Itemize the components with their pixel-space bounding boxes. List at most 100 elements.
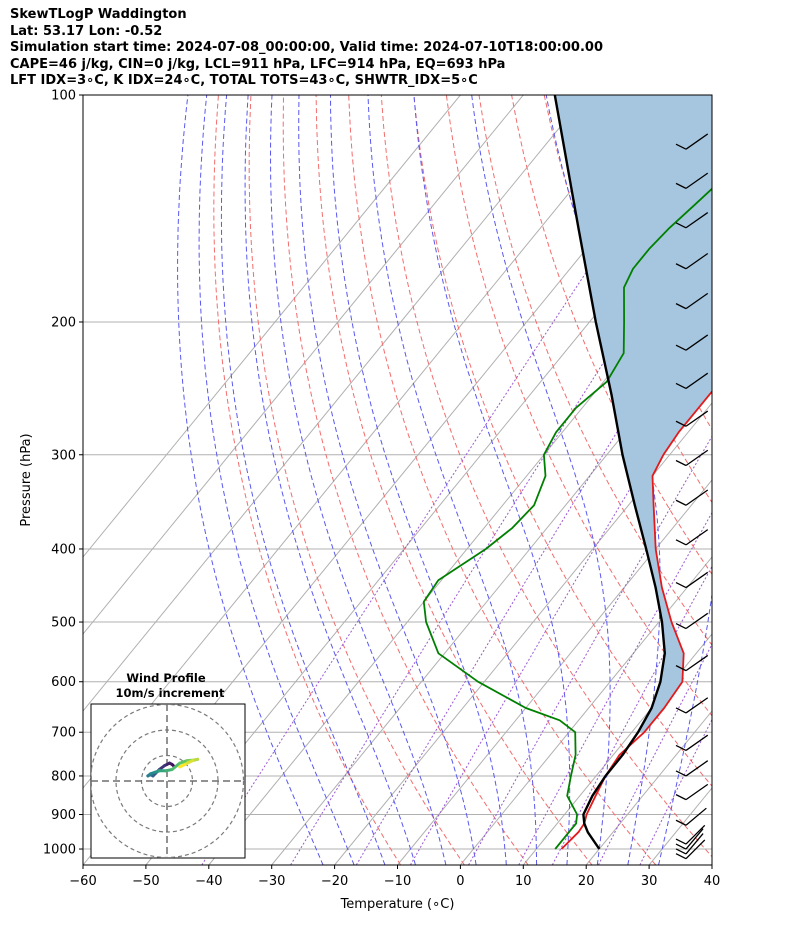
dry-adiabat-line (248, 95, 465, 865)
y-tick-label: 500 (51, 616, 76, 631)
dry-adiabat-line (315, 95, 593, 865)
dry-adiabat-line (282, 95, 529, 865)
moist-adiabat-line (413, 95, 571, 865)
wind-barb-flag (675, 819, 687, 826)
wind-barb-flag (675, 420, 687, 427)
isotherm-line (271, 325, 712, 865)
mixing-ratio-line (468, 435, 712, 865)
wind-barb (685, 760, 709, 777)
wind-barb (685, 449, 709, 467)
moist-adiabat-line (177, 95, 324, 865)
title-cape: CAPE=46 j/kg, CIN=0 j/kg, LCL=911 hPa, L… (10, 56, 506, 72)
moist-adiabat-line (330, 95, 507, 865)
wind-barb-flag (675, 382, 687, 390)
wind-barb (685, 783, 709, 801)
moist-adiabat-line (298, 95, 477, 865)
x-axis-label: Temperature (∘C) (340, 897, 455, 912)
dry-adiabat-line (380, 95, 712, 858)
isotherm-line (460, 556, 712, 865)
x-tick-label: 40 (704, 874, 721, 889)
x-tick-label: 10 (515, 874, 532, 889)
y-tick-label: 900 (51, 808, 76, 823)
mixing-ratio-line (551, 565, 712, 865)
hodograph-content (91, 704, 245, 858)
wind-barb (685, 654, 709, 672)
dewpoint-line (422, 187, 712, 850)
isotherm-line (397, 479, 712, 865)
wind-barb (685, 807, 707, 826)
x-tick-label: 20 (578, 874, 595, 889)
moist-adiabat-line (269, 95, 447, 865)
moist-adiabat-line (198, 95, 355, 865)
title-indices: LFT IDX=3∘C, K IDX=24∘C, TOTAL TOTS=43∘C… (10, 73, 478, 88)
dry-adiabat-line (772, 95, 794, 865)
x-tick-label: 0 (456, 874, 464, 889)
wind-barb-flag (675, 143, 687, 150)
y-tick-label: 600 (51, 675, 76, 690)
moist-adiabat-line (244, 95, 416, 865)
wind-barb-flag (675, 843, 687, 850)
chart-title-block: SkewTLogP Waddington Lat: 53.17 Lon: -0.… (10, 7, 603, 90)
isotherm-line (585, 710, 712, 865)
hodograph-segment (170, 761, 182, 772)
wind-barb (685, 612, 709, 630)
inset-subtitle: 10m/s increment (116, 686, 225, 700)
isotherm-line (83, 95, 587, 712)
x-tick-label: −60 (69, 874, 96, 889)
title-station: SkewTLogP Waddington (10, 7, 187, 22)
title-times: Simulation start time: 2024-07-08_00:00:… (10, 40, 603, 55)
wind-barb (685, 410, 709, 427)
mixing-ratio-line (518, 511, 712, 865)
y-tick-label: 300 (51, 448, 76, 463)
dry-adiabat-line (706, 95, 712, 110)
isotherm-line (208, 248, 712, 865)
wind-barb-flag (675, 838, 687, 845)
wind-barb-flag (675, 707, 687, 714)
wind-barb-flag (675, 794, 687, 801)
x-tick-label: −10 (384, 874, 411, 889)
wind-barb-flag (675, 222, 687, 229)
wind-barb-flag (675, 770, 687, 777)
isotherm-line (522, 633, 712, 865)
hodograph-segment (178, 762, 187, 769)
cape-area (554, 95, 712, 733)
y-tick-label: 800 (51, 769, 76, 784)
wind-barb (685, 571, 709, 589)
wind-barb-flag (675, 263, 687, 270)
wind-barb-flag (675, 622, 687, 630)
dry-adiabat-line (740, 95, 794, 865)
wind-barb (685, 334, 709, 351)
isotherm-line (83, 95, 524, 635)
y-axis-label: Pressure (hPa) (19, 433, 34, 526)
wind-barb-flag (675, 303, 687, 310)
isotherm-line (83, 95, 461, 558)
wind-barb (685, 828, 704, 850)
wind-barb-flag (675, 539, 687, 546)
wind-barb (685, 172, 709, 189)
wind-barb-flag (675, 581, 687, 589)
x-tick-label: −20 (321, 874, 348, 889)
wind-barb-flag (675, 744, 687, 752)
inset-title: Wind Profile (126, 671, 206, 685)
x-tick-label: 30 (641, 874, 658, 889)
y-tick-label: 700 (51, 726, 76, 741)
wind-barb (685, 372, 709, 389)
y-tick-label: 1000 (43, 843, 76, 858)
wind-barb (685, 824, 706, 845)
x-tick-label: −50 (132, 874, 159, 889)
wind-barb (685, 252, 709, 270)
dry-adiabat-line (348, 95, 657, 865)
y-tick-label: 400 (51, 542, 76, 557)
x-tick-label: −40 (195, 874, 222, 889)
wind-barb-flag (675, 665, 687, 672)
wind-barb (685, 833, 704, 855)
wind-barb (685, 734, 709, 751)
y-tick-label: 200 (51, 315, 76, 330)
dry-adiabat-line (445, 95, 712, 717)
wind-barb-flag (675, 182, 687, 189)
wind-barb (685, 839, 706, 860)
mixing-ratio-line (597, 643, 712, 865)
wind-barb (685, 292, 709, 310)
y-tick-label: 100 (51, 89, 76, 104)
wind-barb (685, 697, 709, 714)
